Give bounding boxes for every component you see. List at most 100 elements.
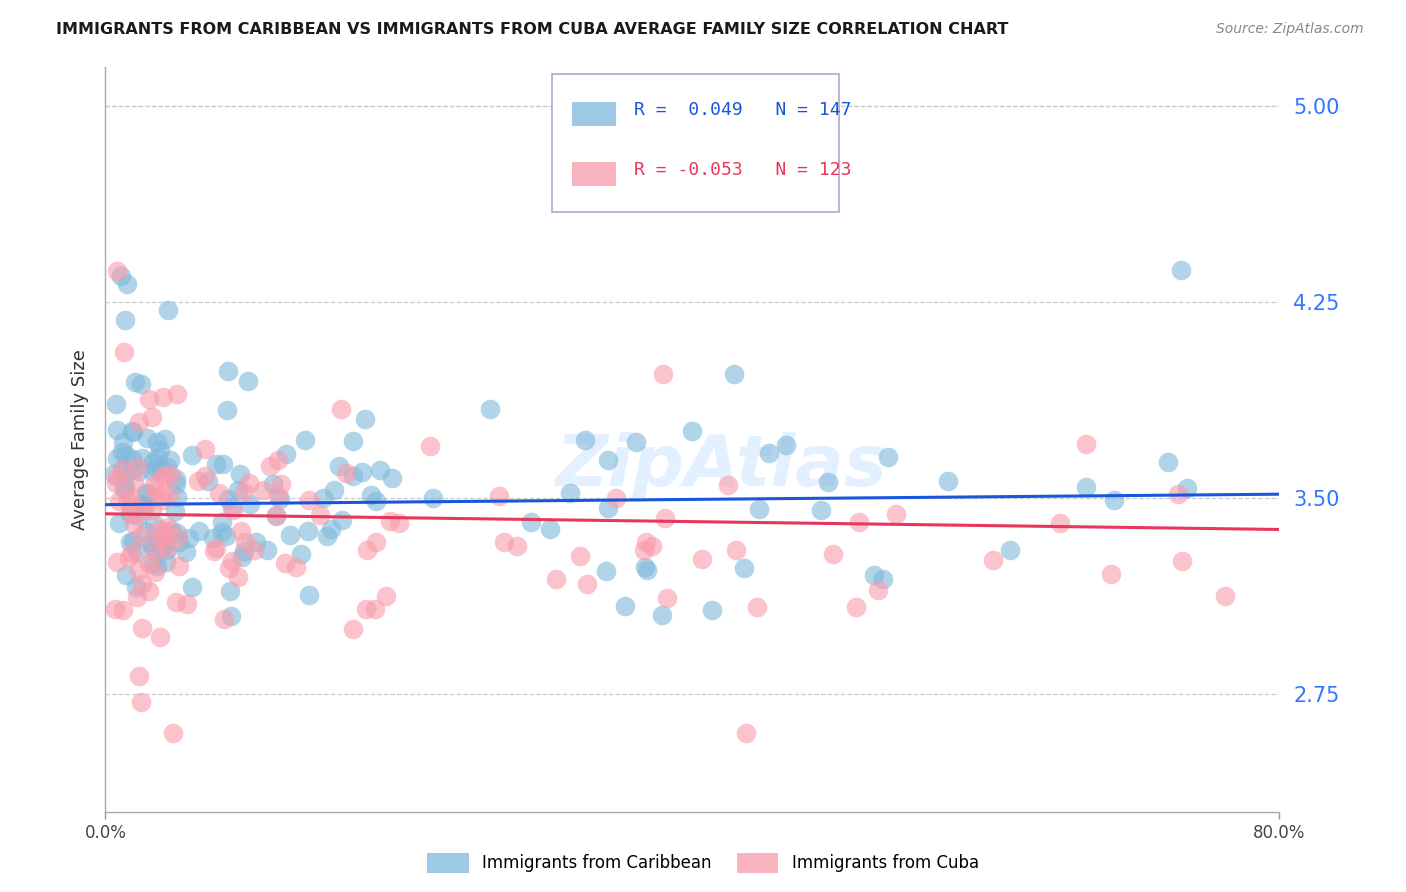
- Point: [266, 508, 288, 523]
- Point: [131, 621, 153, 635]
- Point: [494, 535, 516, 549]
- Point: [1101, 566, 1123, 581]
- Point: [312, 491, 335, 506]
- Point: [149, 630, 172, 644]
- Point: [205, 541, 228, 556]
- Point: [724, 543, 747, 558]
- Point: [270, 477, 292, 491]
- Point: [111, 461, 134, 475]
- Point: [845, 599, 868, 614]
- Point: [226, 570, 249, 584]
- Point: [256, 543, 278, 558]
- Point: [478, 402, 501, 417]
- Point: [150, 533, 173, 548]
- Point: [735, 726, 758, 740]
- Point: [364, 601, 387, 615]
- Point: [128, 415, 150, 429]
- Point: [723, 367, 745, 381]
- Point: [681, 424, 703, 438]
- Point: [118, 549, 141, 564]
- Point: [118, 506, 141, 520]
- Point: [145, 461, 167, 475]
- Point: [217, 363, 239, 377]
- Point: [654, 510, 676, 524]
- Point: [419, 439, 441, 453]
- Point: [141, 503, 163, 517]
- Point: [103, 467, 125, 481]
- Point: [202, 544, 225, 558]
- Point: [159, 452, 181, 467]
- Point: [321, 523, 343, 537]
- Point: [290, 547, 312, 561]
- Text: R =  0.049   N = 147: R = 0.049 N = 147: [634, 101, 851, 120]
- Point: [114, 480, 136, 494]
- Text: R = -0.053   N = 123: R = -0.053 N = 123: [634, 161, 851, 178]
- Point: [335, 466, 357, 480]
- Point: [717, 477, 740, 491]
- Point: [138, 392, 160, 406]
- Point: [156, 541, 179, 555]
- Point: [1157, 455, 1180, 469]
- Point: [104, 396, 127, 410]
- Point: [360, 488, 382, 502]
- Point: [364, 493, 387, 508]
- Point: [330, 513, 353, 527]
- Point: [569, 549, 592, 563]
- Point: [381, 471, 404, 485]
- Point: [108, 516, 131, 531]
- Point: [294, 433, 316, 447]
- Point: [118, 535, 141, 549]
- Point: [657, 591, 679, 606]
- Point: [364, 535, 387, 549]
- Point: [328, 459, 350, 474]
- Point: [157, 520, 180, 534]
- Point: [259, 458, 281, 473]
- Point: [160, 523, 183, 537]
- Point: [105, 469, 128, 483]
- Point: [229, 467, 252, 482]
- Text: IMMIGRANTS FROM CARIBBEAN VS IMMIGRANTS FROM CUBA AVERAGE FAMILY SIZE CORRELATIO: IMMIGRANTS FROM CARIBBEAN VS IMMIGRANTS …: [56, 22, 1008, 37]
- Point: [269, 491, 291, 506]
- FancyBboxPatch shape: [571, 103, 616, 127]
- Point: [112, 344, 135, 359]
- Point: [124, 517, 146, 532]
- Point: [350, 466, 373, 480]
- Point: [121, 425, 143, 439]
- Point: [848, 516, 870, 530]
- Point: [131, 577, 153, 591]
- Point: [148, 442, 170, 457]
- FancyBboxPatch shape: [571, 162, 616, 186]
- Point: [748, 502, 770, 516]
- Point: [267, 453, 290, 467]
- Point: [221, 500, 243, 514]
- Point: [122, 533, 145, 548]
- Point: [546, 572, 568, 586]
- Point: [633, 543, 655, 558]
- Legend: Immigrants from Caribbean, Immigrants from Cuba: Immigrants from Caribbean, Immigrants fr…: [420, 847, 986, 880]
- Point: [354, 602, 377, 616]
- Point: [212, 612, 235, 626]
- Point: [422, 491, 444, 506]
- Point: [142, 557, 165, 571]
- Point: [309, 508, 332, 523]
- Point: [112, 482, 135, 496]
- Point: [166, 490, 188, 504]
- Point: [641, 539, 664, 553]
- Point: [134, 499, 156, 513]
- Point: [127, 563, 149, 577]
- Point: [115, 277, 138, 291]
- Point: [141, 539, 163, 553]
- Point: [231, 524, 253, 538]
- Point: [488, 489, 510, 503]
- Point: [111, 445, 134, 459]
- Point: [105, 423, 128, 437]
- Point: [115, 567, 138, 582]
- Point: [1049, 516, 1071, 530]
- Point: [252, 483, 274, 498]
- Point: [141, 535, 163, 549]
- Point: [342, 468, 364, 483]
- Point: [176, 597, 198, 611]
- Point: [375, 589, 398, 603]
- Point: [120, 500, 142, 515]
- Text: ZipAtlas: ZipAtlas: [555, 433, 887, 501]
